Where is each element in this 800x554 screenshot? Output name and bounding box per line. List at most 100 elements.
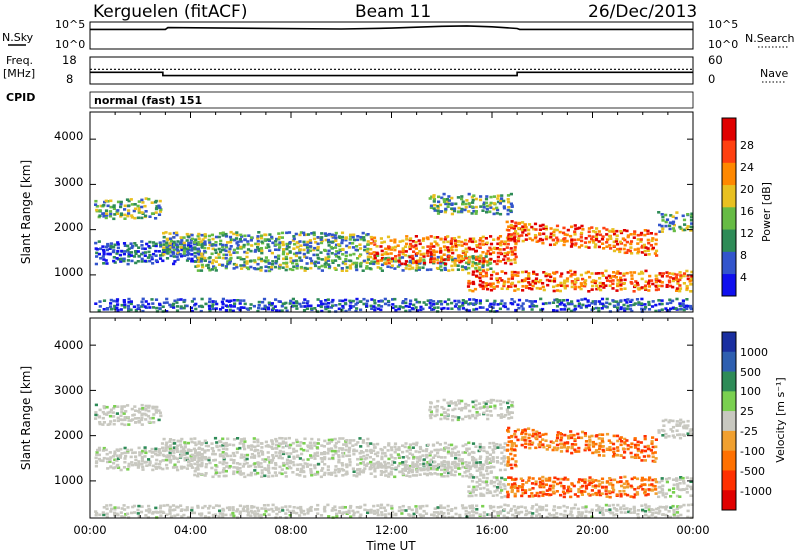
heatmap-cell <box>555 439 559 443</box>
heatmap-cell <box>275 443 279 447</box>
heatmap-cell <box>454 445 458 449</box>
heatmap-cell <box>489 460 494 463</box>
heatmap-cell <box>597 507 601 511</box>
heatmap-cell <box>101 423 105 426</box>
heatmap-cell <box>176 240 180 243</box>
heatmap-cell <box>513 463 517 467</box>
heatmap-cell <box>175 247 179 251</box>
heatmap-cell <box>429 259 433 262</box>
heatmap-cell <box>172 248 176 252</box>
heatmap-cell <box>383 451 387 455</box>
heatmap-cell <box>302 231 306 235</box>
heatmap-cell <box>365 299 370 303</box>
heatmap-cell <box>351 467 355 470</box>
heatmap-cell <box>228 308 232 312</box>
heatmap-cell <box>489 482 493 485</box>
heatmap-cell <box>421 239 425 242</box>
heatmap-cell <box>172 255 176 258</box>
heatmap-cell <box>196 504 200 508</box>
heatmap-cell <box>478 242 482 246</box>
heatmap-cell <box>398 462 402 465</box>
heatmap-cell <box>236 470 240 474</box>
heatmap-cell <box>429 458 433 462</box>
heatmap-cell <box>615 513 619 516</box>
heatmap-cell <box>506 401 510 405</box>
heatmap-cell <box>495 277 499 280</box>
heatmap-cell <box>172 252 176 255</box>
heatmap-cell <box>502 483 506 486</box>
heatmap-cell <box>201 265 205 269</box>
heatmap-cell <box>492 465 496 469</box>
heatmap-cell <box>94 513 98 517</box>
heatmap-cell <box>94 413 98 417</box>
heatmap-cell <box>450 264 454 268</box>
heatmap-cell <box>362 259 367 263</box>
heatmap-cell <box>239 306 243 309</box>
heatmap-cell <box>143 251 148 254</box>
heatmap-cell <box>343 262 348 266</box>
heatmap-cell <box>228 259 232 263</box>
heatmap-cell <box>313 307 317 310</box>
heatmap-cell <box>464 461 468 464</box>
heatmap-cell <box>580 231 584 235</box>
heatmap-cell <box>347 450 351 454</box>
heatmap-cell <box>144 460 148 464</box>
heatmap-cell <box>363 463 367 467</box>
heatmap-cell <box>600 307 604 310</box>
heatmap-cell <box>591 284 595 288</box>
heatmap-cell <box>654 232 658 236</box>
heatmap-cell <box>380 511 384 514</box>
heatmap-cell <box>607 229 611 233</box>
heatmap-cell <box>140 205 144 209</box>
heatmap-cell <box>679 307 683 311</box>
heatmap-cell <box>241 472 246 475</box>
heatmap-cell <box>467 259 471 262</box>
heatmap-cell <box>510 444 514 447</box>
heatmap-cell <box>175 255 179 258</box>
heatmap-cell <box>593 300 597 303</box>
heatmap-cell <box>120 515 124 518</box>
heatmap-cell <box>210 466 214 470</box>
heatmap-cell <box>316 242 320 246</box>
heatmap-cell <box>646 232 650 235</box>
heatmap-cell <box>594 491 598 495</box>
heatmap-cell <box>502 457 507 460</box>
heatmap-cell <box>154 462 158 465</box>
heatmap-cell <box>261 458 265 461</box>
heatmap-cell <box>176 444 180 448</box>
heatmap-cell <box>569 512 573 516</box>
heatmap-cell <box>376 504 380 507</box>
heatmap-cell <box>468 255 472 259</box>
heatmap-cell <box>119 511 123 514</box>
heatmap-cell <box>594 442 598 446</box>
heatmap-cell <box>429 268 433 271</box>
heatmap-cell <box>412 245 416 249</box>
heatmap-cell <box>383 297 387 301</box>
heatmap-cell <box>414 260 418 263</box>
heatmap-cell <box>524 442 528 445</box>
heatmap-cell <box>405 235 409 238</box>
heatmap-cell <box>285 458 290 462</box>
heatmap-cell <box>254 248 258 252</box>
heatmap-cell <box>362 302 366 306</box>
heatmap-cell <box>235 265 239 269</box>
heatmap-cell <box>417 450 422 454</box>
heatmap-cell <box>337 510 341 513</box>
heatmap-cell <box>512 505 516 508</box>
heatmap-cell <box>94 417 98 420</box>
heatmap-cell <box>439 300 443 303</box>
heatmap-cell <box>187 246 191 249</box>
heatmap-cell <box>486 413 490 417</box>
heatmap-cell <box>240 453 244 457</box>
heatmap-cell <box>214 472 218 476</box>
heatmap-cell <box>612 304 616 308</box>
heatmap-cell <box>502 508 507 511</box>
heatmap-cell <box>115 306 119 310</box>
heatmap-cell <box>464 415 468 418</box>
colorbar-swatch <box>722 118 736 141</box>
heatmap-cell <box>106 242 110 246</box>
heatmap-cell <box>403 245 408 248</box>
heatmap-cell <box>130 216 134 219</box>
heatmap-cell <box>616 284 620 288</box>
heatmap-cell <box>348 241 352 245</box>
